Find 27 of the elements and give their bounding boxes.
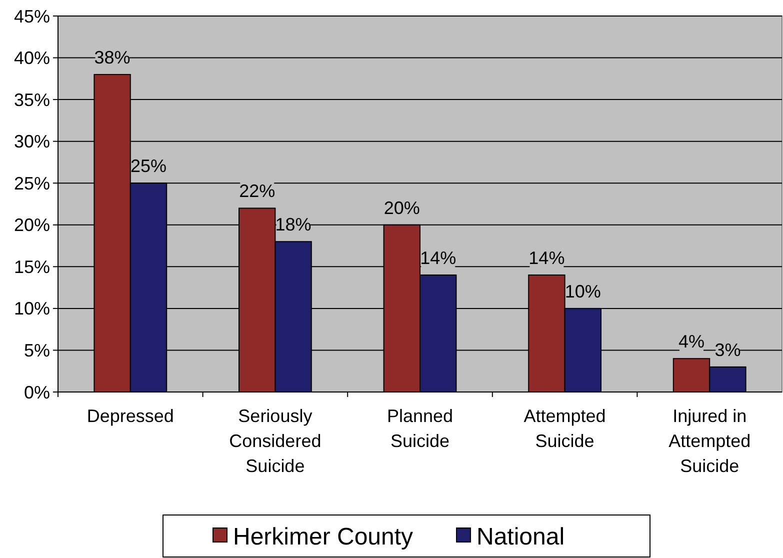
data-label: 22%	[239, 181, 276, 202]
x-tick-label: Depressed	[86, 406, 174, 426]
x-tick-label: Injured in Attempted Suicide	[668, 406, 751, 476]
data-label: 38%	[94, 47, 130, 68]
x-tick-label: Attempted Suicide	[524, 406, 606, 451]
data-label: 18%	[275, 214, 312, 235]
y-tick-label: 35%	[14, 90, 50, 110]
y-tick-label: 40%	[14, 48, 50, 68]
data-label: 3%	[714, 340, 741, 360]
data-label: 14%	[420, 248, 456, 268]
data-label: 10%	[564, 281, 601, 302]
data-label: 25%	[130, 156, 167, 176]
y-tick-label: 10%	[14, 298, 50, 319]
legend-label: Herkimer County	[233, 523, 414, 550]
y-tick-label: 45%	[14, 6, 50, 26]
y-tick-label: 15%	[14, 256, 50, 277]
data-label: 20%	[384, 198, 420, 218]
x-tick-label: Planned Suicide	[386, 406, 454, 451]
data-label: 14%	[528, 248, 565, 268]
legend-label: National	[476, 523, 565, 550]
y-tick-label: 25%	[14, 173, 50, 194]
y-tick-label: 20%	[14, 215, 50, 236]
y-tick-label: 5%	[24, 340, 50, 361]
y-tick-label: 30%	[14, 132, 50, 152]
y-tick-label: 0%	[24, 382, 50, 402]
x-tick-label: Seriously Considered Suicide	[229, 406, 322, 476]
data-label: 4%	[678, 332, 705, 352]
